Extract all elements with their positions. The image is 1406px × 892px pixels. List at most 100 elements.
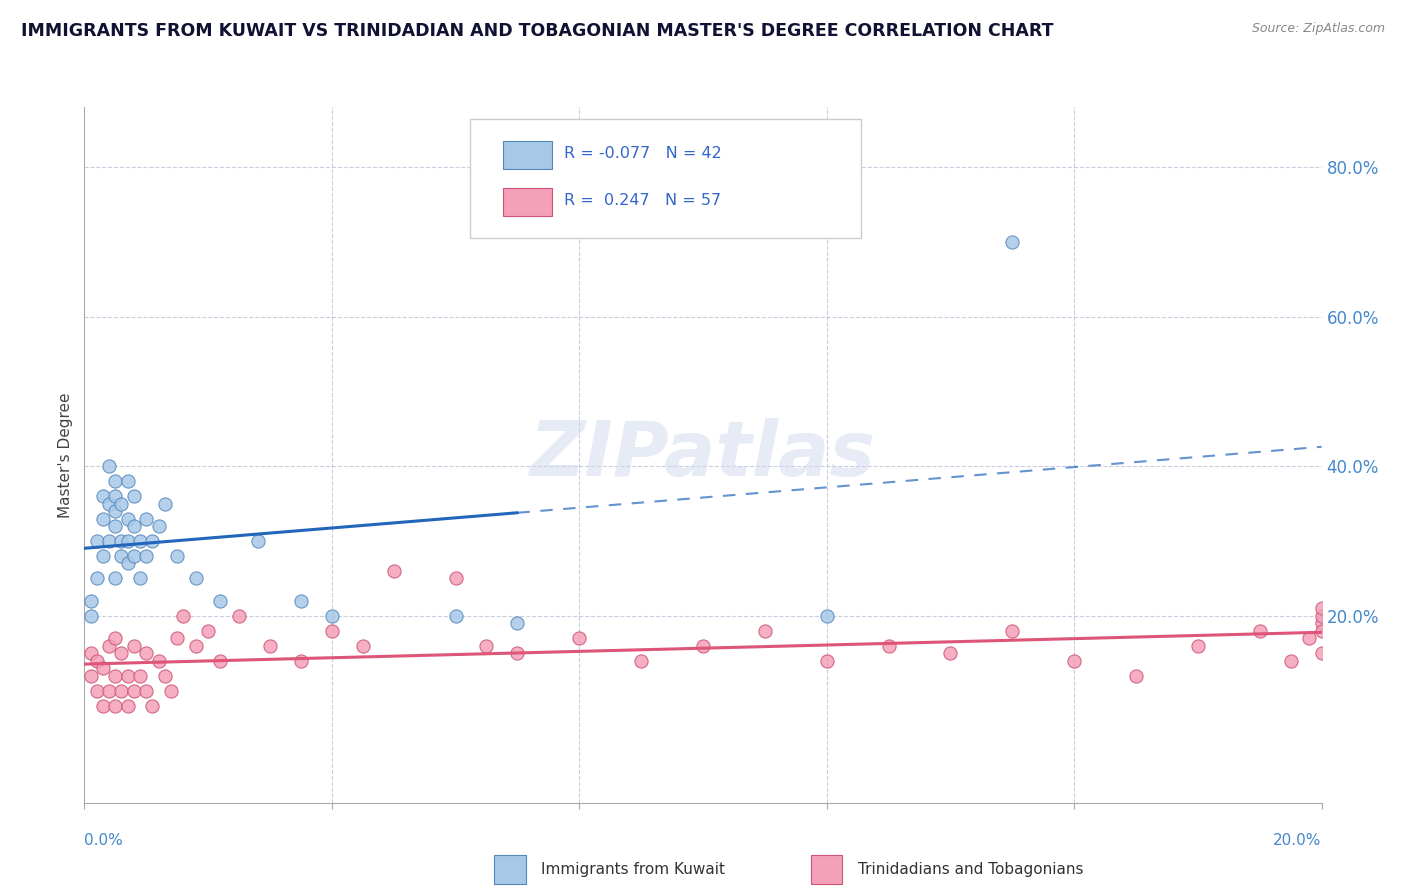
Point	[1279, 654, 1302, 668]
Point	[91, 489, 114, 503]
Point	[184, 571, 207, 585]
Point	[153, 668, 176, 682]
Point	[506, 646, 529, 660]
Point	[117, 668, 139, 682]
Point	[630, 654, 652, 668]
Point	[321, 624, 343, 638]
Point	[1310, 646, 1333, 660]
Point	[1310, 608, 1333, 623]
Point	[79, 608, 101, 623]
Point	[166, 549, 188, 563]
Point	[129, 533, 152, 548]
Point	[815, 654, 838, 668]
Point	[290, 654, 312, 668]
Point	[110, 533, 132, 548]
Bar	[495, 855, 526, 884]
Point	[91, 549, 114, 563]
Point	[209, 594, 232, 608]
Point	[122, 519, 145, 533]
Point	[98, 497, 121, 511]
Point	[321, 608, 343, 623]
Point	[166, 631, 188, 645]
Point	[104, 504, 127, 518]
Point	[98, 459, 121, 474]
Point	[1310, 616, 1333, 631]
Point	[117, 533, 139, 548]
Point	[129, 668, 152, 682]
Point	[122, 549, 145, 563]
Point	[259, 639, 281, 653]
Point	[86, 654, 108, 668]
Point	[1001, 235, 1024, 249]
Point	[1187, 639, 1209, 653]
FancyBboxPatch shape	[471, 119, 862, 238]
Point	[122, 489, 145, 503]
Point	[110, 683, 132, 698]
Point	[382, 564, 405, 578]
Point	[104, 631, 127, 645]
Point	[135, 549, 157, 563]
Point	[148, 519, 170, 533]
Point	[110, 497, 132, 511]
Point	[815, 608, 838, 623]
Point	[91, 698, 114, 713]
Point	[141, 533, 163, 548]
Point	[290, 594, 312, 608]
Point	[86, 533, 108, 548]
Text: Source: ZipAtlas.com: Source: ZipAtlas.com	[1251, 22, 1385, 36]
Point	[568, 631, 591, 645]
Point	[197, 624, 219, 638]
Point	[135, 511, 157, 525]
Point	[352, 639, 374, 653]
Point	[506, 616, 529, 631]
Point	[692, 639, 714, 653]
Point	[129, 571, 152, 585]
Point	[209, 654, 232, 668]
Point	[141, 698, 163, 713]
Point	[110, 646, 132, 660]
Point	[135, 646, 157, 660]
Text: 20.0%: 20.0%	[1274, 833, 1322, 847]
Point	[160, 683, 183, 698]
Bar	[502, 141, 553, 169]
Point	[1249, 624, 1271, 638]
Point	[98, 639, 121, 653]
Point	[91, 661, 114, 675]
Point	[104, 571, 127, 585]
Point	[122, 683, 145, 698]
Text: Trinidadians and Tobagonians: Trinidadians and Tobagonians	[858, 863, 1083, 877]
Text: IMMIGRANTS FROM KUWAIT VS TRINIDADIAN AND TOBAGONIAN MASTER'S DEGREE CORRELATION: IMMIGRANTS FROM KUWAIT VS TRINIDADIAN AN…	[21, 22, 1053, 40]
Text: R =  0.247   N = 57: R = 0.247 N = 57	[564, 194, 721, 209]
Point	[98, 533, 121, 548]
Text: 0.0%: 0.0%	[84, 833, 124, 847]
Point	[79, 668, 101, 682]
Point	[877, 639, 900, 653]
Point	[1125, 668, 1147, 682]
Point	[1310, 601, 1333, 615]
Point	[184, 639, 207, 653]
Point	[86, 571, 108, 585]
Text: R = -0.077   N = 42: R = -0.077 N = 42	[564, 146, 723, 161]
Point	[122, 639, 145, 653]
Point	[153, 497, 176, 511]
Point	[172, 608, 194, 623]
Point	[1310, 624, 1333, 638]
Bar	[502, 188, 553, 216]
Point	[939, 646, 962, 660]
Point	[104, 698, 127, 713]
Point	[117, 557, 139, 571]
Y-axis label: Master's Degree: Master's Degree	[58, 392, 73, 517]
Point	[117, 511, 139, 525]
Point	[228, 608, 250, 623]
Point	[444, 571, 467, 585]
Point	[104, 474, 127, 488]
Point	[104, 489, 127, 503]
Point	[98, 683, 121, 698]
Point	[86, 683, 108, 698]
Point	[79, 646, 101, 660]
Point	[135, 683, 157, 698]
Point	[1063, 654, 1085, 668]
Point	[475, 639, 498, 653]
Point	[110, 549, 132, 563]
Point	[1001, 624, 1024, 638]
